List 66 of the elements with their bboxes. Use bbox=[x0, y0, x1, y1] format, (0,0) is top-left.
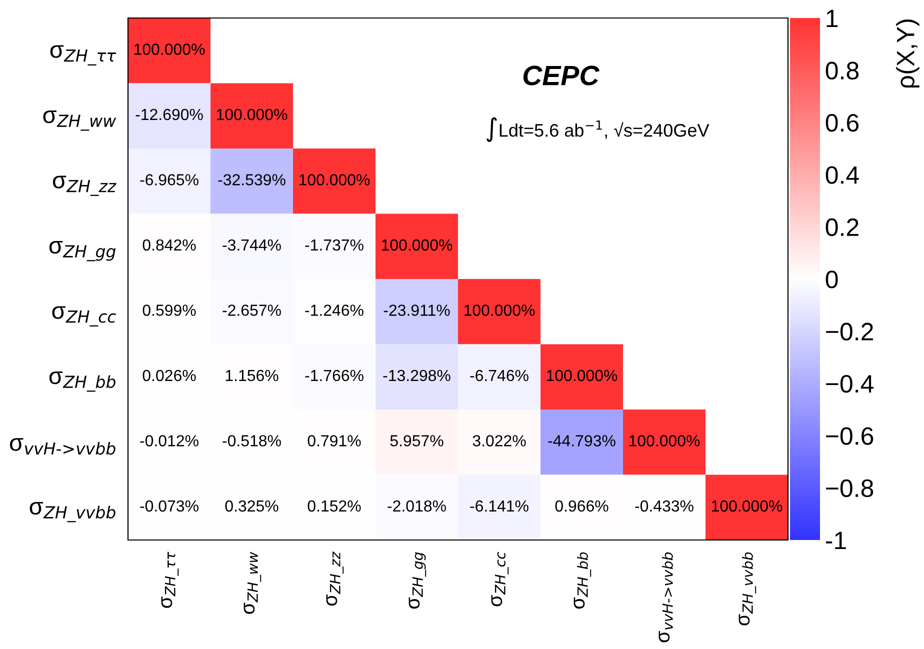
data-label: -1.246% bbox=[305, 304, 364, 316]
y-tick-label: σ$_{ZH_cc}$ bbox=[52, 306, 116, 326]
data-label: -0.433% bbox=[635, 500, 694, 512]
data-label: -1.766% bbox=[305, 370, 364, 382]
data-label: 0.842% bbox=[142, 239, 196, 251]
color-bar-label: -1 bbox=[826, 532, 846, 550]
color-bar-label: 1 bbox=[826, 10, 838, 28]
data-label: -2.657% bbox=[222, 304, 281, 316]
x-tick-label: σ$_{ZH_ττ}$ bbox=[161, 552, 179, 608]
data-label: -0.073% bbox=[140, 500, 198, 512]
y-tick-label: σ$_{ZH_gg}$ bbox=[49, 240, 116, 262]
annotation: ∫Ldt=5.6 ab$^{−1}$, √s=240GeV bbox=[486, 117, 710, 142]
data-label: 100.000% bbox=[547, 370, 618, 382]
data-label: -0.012% bbox=[140, 435, 198, 446]
data-label: 0.791% bbox=[308, 435, 361, 446]
data-label: 5.957% bbox=[390, 435, 444, 446]
data-label: -23.911% bbox=[384, 304, 450, 316]
color-bar-label: −0.8 bbox=[826, 479, 874, 498]
x-tick-label: σ$_{ZH_vvbb}$ bbox=[738, 552, 756, 626]
color-bar-label: 0.6 bbox=[826, 114, 859, 132]
data-label: 100.000% bbox=[630, 435, 700, 446]
x-tick-label: σ$_{ZH_cc}$ bbox=[491, 552, 509, 606]
data-label: 3.022% bbox=[472, 435, 526, 446]
x-tick-label: σ$_{ZH_zz}$ bbox=[326, 552, 344, 606]
data-label: -6.746% bbox=[470, 370, 528, 382]
y-tick-label: σ$_{ZH_ww}$ bbox=[43, 110, 116, 131]
data-label: -6.141% bbox=[470, 500, 528, 512]
x-tick-label: σ$_{vvH->vvbb}$ bbox=[658, 552, 673, 642]
data-label: 0.966% bbox=[555, 500, 608, 512]
data-label: -1.737% bbox=[305, 239, 364, 251]
data-label: 100.000% bbox=[382, 239, 452, 251]
color-bar-label: 0 bbox=[826, 270, 838, 288]
annotation: CEPC bbox=[523, 66, 600, 86]
data-label: -32.539% bbox=[218, 174, 286, 186]
data-label: 0.325% bbox=[225, 500, 278, 512]
data-label: 100.000% bbox=[217, 108, 288, 120]
data-label: 100.000% bbox=[712, 500, 782, 512]
data-label: 0.152% bbox=[308, 500, 361, 512]
data-label: -0.518% bbox=[222, 435, 281, 446]
color-bar-title: ρ(X,Y) bbox=[896, 20, 920, 88]
data-label: 100.000% bbox=[464, 304, 535, 316]
data-label: -13.298% bbox=[383, 370, 450, 382]
data-label: 100.000% bbox=[300, 174, 370, 186]
color-bar-label: 0.2 bbox=[826, 218, 858, 236]
y-tick-label: σ$_{ZH_zz}$ bbox=[52, 176, 116, 196]
data-label: -44.793% bbox=[548, 435, 616, 446]
color-bar-label: −0.2 bbox=[826, 322, 873, 341]
data-label: -12.690% bbox=[136, 108, 203, 120]
color-bar-label: −0.6 bbox=[826, 427, 874, 445]
color-bar-label: 0.4 bbox=[826, 166, 859, 184]
data-label: -2.018% bbox=[388, 500, 446, 512]
y-tick-label: σ$_{vvH->vvbb}$ bbox=[10, 438, 116, 455]
data-label: 0.026% bbox=[142, 370, 196, 382]
x-tick-label: σ$_{ZH_ww}$ bbox=[244, 552, 262, 614]
y-tick-label: σ$_{ZH_vvbb}$ bbox=[30, 502, 116, 522]
x-tick-label: σ$_{ZH_bb}$ bbox=[574, 552, 592, 609]
data-label: -6.965% bbox=[140, 174, 198, 186]
data-label: 1.156% bbox=[226, 370, 278, 382]
data-label: 0.599% bbox=[142, 304, 196, 316]
data-label: 100.000% bbox=[134, 44, 205, 55]
color-bar-label: 0.8 bbox=[826, 62, 859, 80]
data-label: -3.744% bbox=[222, 239, 281, 251]
y-tick-label: σ$_{ZH_ττ}$ bbox=[50, 45, 116, 66]
x-tick-label: σ$_{ZH_gg}$ bbox=[408, 552, 426, 609]
color-bar-label: −0.4 bbox=[826, 375, 874, 393]
y-tick-label: σ$_{ZH_bb}$ bbox=[49, 371, 116, 392]
